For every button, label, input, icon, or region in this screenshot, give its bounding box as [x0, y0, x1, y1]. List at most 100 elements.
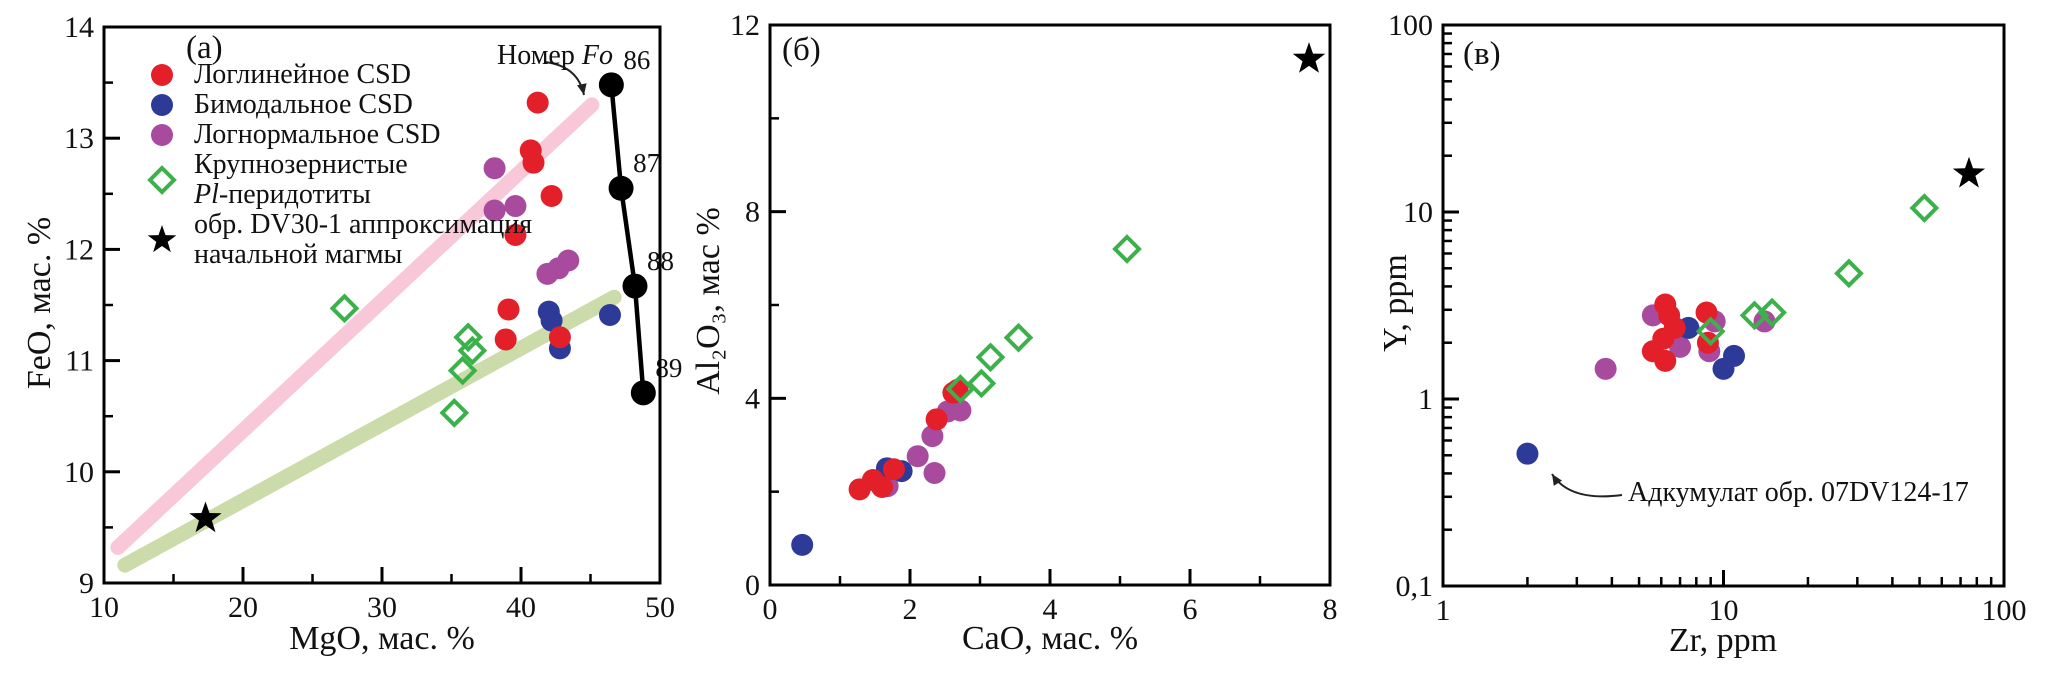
- data-point-circle: [504, 223, 527, 246]
- y-tick-label: 11: [65, 345, 94, 378]
- x-tick-label: 10: [89, 591, 119, 624]
- fo-line-point-label: 87: [633, 148, 660, 178]
- data-point-circle: [923, 462, 946, 484]
- axes-box: [768, 23, 1332, 587]
- fo-line-point-label: 86: [623, 45, 650, 75]
- legend-item-2: Логнормальное CSD: [142, 120, 532, 150]
- adcumulate-annotation: Адкумулат обр. 07DV124-17: [1628, 477, 1969, 508]
- data-point-circle: [483, 199, 506, 222]
- panel-b-letter: (б): [782, 32, 821, 68]
- data-point-circle: [1516, 442, 1539, 465]
- y-tick-label: 12: [64, 233, 94, 266]
- x-tick-label: 20: [228, 591, 258, 624]
- x-tick-label: 100: [1982, 594, 2027, 627]
- x-tick-label: 50: [645, 591, 675, 624]
- fo-line-point: [598, 72, 624, 98]
- legend-label-1: Бимодальное CSD: [194, 89, 413, 120]
- y-tick-label: 4: [745, 382, 760, 415]
- annotation-arrow: [1551, 473, 1623, 498]
- data-point-circle: [151, 64, 173, 86]
- data-point-circle: [598, 304, 621, 327]
- series-circle-2: [1594, 304, 1776, 380]
- y-tick-label: 14: [64, 11, 94, 44]
- panel-v-letter: (в): [1463, 36, 1501, 72]
- legend-label-4: обр. DV30-1 аппроксимация начальной магмы: [194, 209, 533, 270]
- data-point-circle: [1654, 349, 1677, 372]
- y-tick-label: 0,1: [1396, 570, 1434, 603]
- data-point-circle: [526, 91, 549, 114]
- x-tick-label: 30: [367, 591, 397, 624]
- y-tick-label: 12: [730, 9, 760, 42]
- y-tick-label: 1: [1418, 383, 1433, 416]
- data-point-diamond: [1909, 193, 1940, 223]
- x-tick-label: 8: [1323, 593, 1338, 626]
- legend-marker-circle-icon: [142, 120, 182, 150]
- data-point-diamond: [975, 342, 1006, 373]
- panel-a-letter: (a): [186, 30, 223, 66]
- data-point-diamond: [457, 335, 488, 366]
- data-point-diamond: [329, 293, 360, 324]
- x-tick-label: 40: [506, 591, 536, 624]
- series-star-4: [189, 501, 222, 533]
- x-tick-label: 10: [1709, 594, 1739, 627]
- legend-marker-star-icon: [142, 225, 182, 255]
- legend-marker-circle-icon: [142, 90, 182, 120]
- data-point-circle: [540, 309, 563, 332]
- data-point-circle: [536, 262, 559, 285]
- legend-item-0: Логлинейное CSD: [142, 60, 532, 90]
- data-point-circle: [1594, 357, 1617, 380]
- fo-line-point: [608, 175, 634, 201]
- x-tick-label: 4: [1043, 593, 1058, 626]
- data-point-diamond: [1695, 316, 1726, 347]
- data-point-circle: [1722, 344, 1745, 367]
- pink-fractionation-trend: [110, 97, 600, 555]
- data-point-diamond: [966, 368, 997, 399]
- fo-line-point: [622, 273, 648, 299]
- data-point-star: [189, 501, 222, 533]
- data-point-circle: [1669, 335, 1692, 358]
- data-point-circle: [925, 408, 948, 431]
- series-circle-0: [1641, 293, 1719, 372]
- legend-marker-diamond-icon: [142, 165, 182, 195]
- series-circle-2: [483, 157, 580, 285]
- data-point-circle: [504, 195, 527, 218]
- y-tick-label: 9: [79, 567, 94, 600]
- x-tick-label: 6: [1183, 593, 1198, 626]
- panel-b-x-axis-title: CaO, мас. %: [961, 620, 1139, 657]
- series-circle-1: [1516, 316, 1745, 465]
- series-diamond-3: [945, 234, 1142, 404]
- series-diamond-3: [1695, 193, 1940, 347]
- legend-item-3: Крупнозернистые Pl-перидотиты: [142, 150, 532, 210]
- data-point-circle: [522, 151, 545, 174]
- data-point-circle: [921, 425, 944, 448]
- x-tick-label: 1: [1436, 594, 1451, 627]
- annotation-arrowhead: [1552, 474, 1562, 486]
- legend-label-3: Крупнозернистые Pl-перидотиты: [194, 149, 408, 210]
- data-point-circle: [497, 298, 520, 321]
- legend-label-0: Логлинейное CSD: [194, 59, 411, 90]
- data-point-star: [147, 225, 177, 253]
- fo-number-annotation-text: Номер: [497, 40, 582, 71]
- legend: Логлинейное CSD Бимодальное CSD Логнормаль…: [142, 60, 532, 270]
- y-tick-label: 0: [745, 569, 760, 602]
- y-tick-label: 8: [745, 196, 760, 229]
- data-point-circle: [906, 445, 929, 468]
- data-point-diamond: [1834, 258, 1864, 289]
- panel-v-x-axis-title: Zr, ppm: [1668, 622, 1778, 659]
- data-point-circle: [791, 533, 814, 556]
- legend-item-4: обр. DV30-1 аппроксимация начальной магмы: [142, 210, 532, 270]
- fo-number-annotation: Номер Fo: [497, 40, 613, 72]
- data-point-diamond: [1003, 322, 1034, 353]
- data-point-diamond: [447, 355, 478, 386]
- data-point-diamond: [1112, 234, 1142, 264]
- data-point-circle: [151, 94, 173, 116]
- annotation-arrowhead: [577, 83, 587, 95]
- data-point-star: [1292, 42, 1326, 73]
- data-point-star: [1952, 156, 1986, 188]
- legend-marker-circle-icon: [142, 60, 182, 90]
- fo-line-point: [630, 380, 656, 406]
- series-star-4: [1292, 42, 1326, 73]
